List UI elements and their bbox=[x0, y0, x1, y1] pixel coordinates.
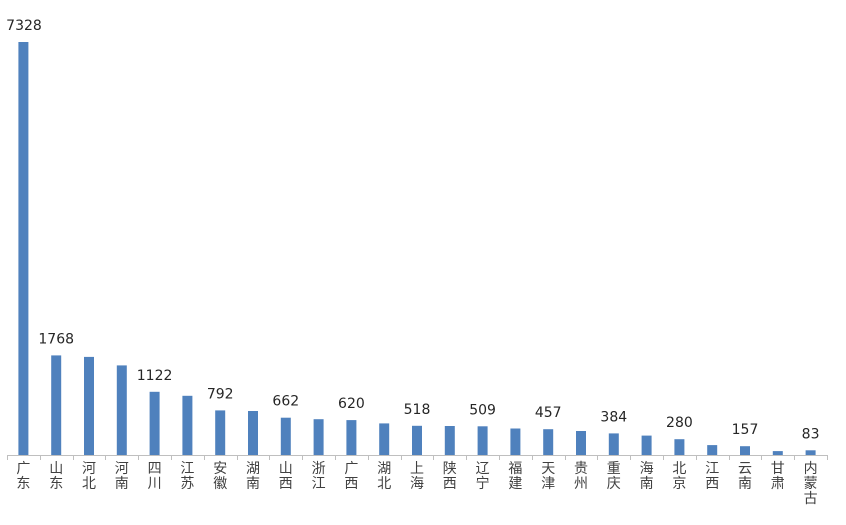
category-label: 重庆 bbox=[607, 461, 621, 492]
bar-24 bbox=[805, 450, 816, 455]
category-label: 广东 bbox=[16, 461, 30, 492]
bar-18 bbox=[608, 433, 619, 455]
bar-6 bbox=[215, 410, 226, 455]
category-label: 河北 bbox=[82, 461, 96, 492]
category-label: 江西 bbox=[705, 461, 719, 492]
category-label: 安徽 bbox=[213, 461, 227, 492]
bar-9 bbox=[313, 419, 324, 455]
category-label: 江苏 bbox=[180, 461, 194, 492]
bar-0 bbox=[18, 42, 29, 455]
bar-22 bbox=[740, 446, 750, 455]
category-label: 广西 bbox=[344, 461, 358, 492]
category-label: 天津 bbox=[541, 461, 555, 492]
bar-14 bbox=[477, 426, 488, 455]
category-label: 北京 bbox=[672, 461, 686, 492]
data-label: 7328 bbox=[6, 18, 42, 34]
bar-1 bbox=[51, 355, 62, 455]
category-label: 山西 bbox=[279, 461, 293, 492]
data-label: 662 bbox=[272, 394, 299, 410]
category-label: 辽宁 bbox=[476, 461, 490, 492]
bar-12 bbox=[412, 425, 422, 455]
bar-13 bbox=[444, 426, 455, 455]
bar-5 bbox=[182, 395, 193, 455]
category-label: 湖北 bbox=[377, 461, 391, 492]
category-label: 湖南 bbox=[246, 461, 260, 492]
bar-15 bbox=[510, 428, 521, 455]
data-label: 792 bbox=[207, 386, 234, 402]
data-label: 157 bbox=[732, 422, 759, 438]
data-label: 457 bbox=[535, 405, 562, 421]
bar-10 bbox=[346, 420, 357, 455]
category-label: 甘肃 bbox=[771, 461, 785, 492]
bar-8 bbox=[280, 417, 291, 455]
category-label: 云南 bbox=[738, 461, 752, 492]
bar-23 bbox=[772, 451, 783, 455]
category-label: 四川 bbox=[148, 461, 162, 492]
data-label: 620 bbox=[338, 396, 365, 412]
bar-3 bbox=[116, 365, 127, 455]
bar-16 bbox=[543, 429, 554, 455]
bar-17 bbox=[576, 431, 586, 455]
bar-20 bbox=[674, 439, 685, 455]
category-label: 山东 bbox=[49, 461, 63, 492]
bar-2 bbox=[84, 356, 94, 455]
category-label: 福建 bbox=[508, 461, 522, 492]
data-label: 1122 bbox=[137, 368, 173, 384]
data-label: 518 bbox=[404, 402, 431, 418]
bar-11 bbox=[379, 423, 390, 455]
data-label: 384 bbox=[600, 409, 627, 425]
data-label: 1768 bbox=[38, 331, 74, 347]
category-label: 浙江 bbox=[312, 461, 326, 492]
bar-21 bbox=[707, 445, 718, 455]
category-label: 贵州 bbox=[574, 461, 588, 492]
data-label: 509 bbox=[469, 402, 496, 418]
category-label: 河南 bbox=[115, 461, 129, 492]
data-label: 280 bbox=[666, 415, 693, 431]
bar-4 bbox=[149, 391, 160, 455]
category-label: 内蒙古 bbox=[804, 461, 818, 507]
category-label: 海南 bbox=[640, 461, 654, 492]
bar-19 bbox=[641, 435, 652, 455]
data-label: 83 bbox=[802, 426, 820, 442]
category-label: 陕西 bbox=[443, 461, 457, 492]
category-label: 上海 bbox=[410, 461, 424, 492]
bar-7 bbox=[248, 411, 258, 455]
